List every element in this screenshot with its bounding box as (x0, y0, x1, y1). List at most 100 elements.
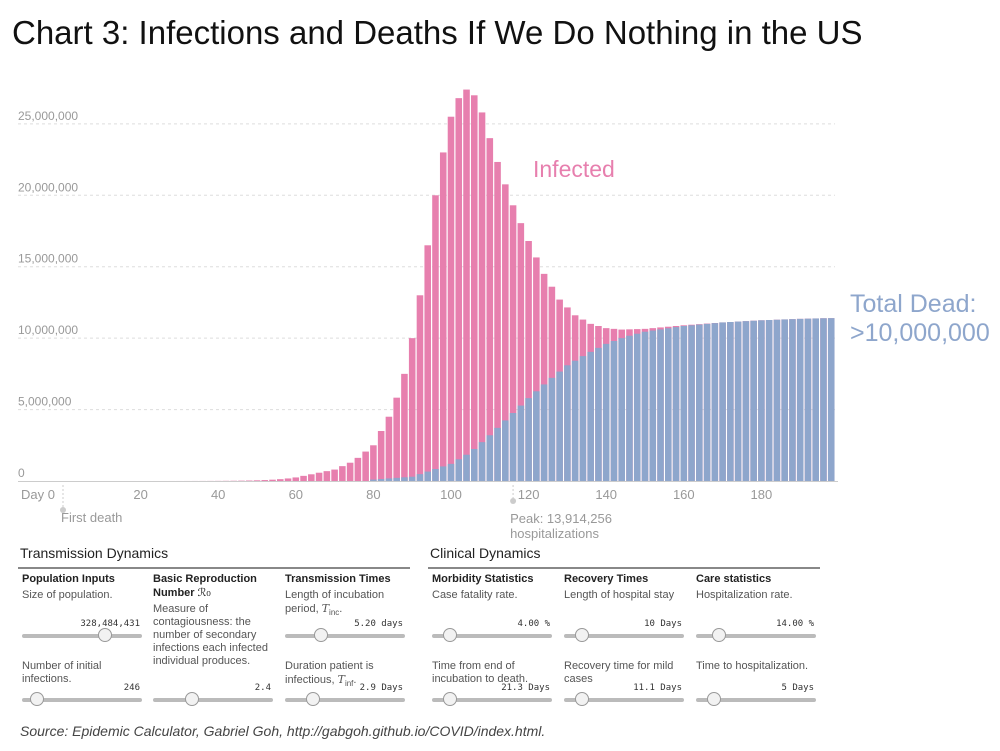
dead-bar (641, 331, 649, 481)
dead-bar (463, 454, 470, 481)
slider-knob[interactable] (30, 692, 45, 706)
slider-knob[interactable] (706, 692, 721, 706)
slider-knob[interactable] (711, 628, 726, 642)
morbidity-column: Morbidity Statistics Case fatality rate. (432, 572, 556, 602)
mild-recovery-desc: Recovery time for mild cases (564, 660, 674, 685)
dead-bar (750, 320, 757, 481)
dead-bar (494, 427, 501, 481)
recovery-column: Recovery Times Length of hospital stay (564, 572, 688, 602)
dead-bar (471, 449, 478, 481)
dead-bar (447, 463, 455, 481)
slider-track (696, 698, 816, 702)
x-tick-label: 120 (518, 487, 540, 502)
time-to-hosp-column: Time to hospitalization. (696, 657, 818, 673)
dead-bar (439, 466, 447, 481)
y-tick-label: 0 (18, 466, 25, 480)
slider-knob[interactable] (442, 628, 457, 642)
slider-track (153, 698, 273, 702)
x-tick-label: 180 (751, 487, 773, 502)
infected-bar (447, 116, 455, 481)
time-to-hosp-value: 5 Days (781, 683, 814, 693)
dead-bar (416, 474, 424, 481)
dead-bar (773, 319, 781, 481)
dead-bar (478, 442, 486, 481)
mild-recovery-slider[interactable]: 11.1 Days (564, 683, 684, 708)
initial-infections-value: 246 (123, 683, 140, 693)
slider-track (432, 634, 552, 638)
dead-bar (804, 318, 812, 481)
infected-bar (494, 161, 501, 481)
incubation-desc: Length of incubation period, Tinc. (285, 589, 385, 618)
dead-bar (401, 477, 408, 481)
time-to-hosp-slider[interactable]: 5 Days (696, 683, 816, 708)
reproduction-number-heading: Basic Reproduction Number ℛ₀ (153, 572, 277, 600)
infected-bar (362, 451, 369, 481)
death-time-desc: Time from end of incubation to death. (432, 660, 529, 685)
slider-knob[interactable] (442, 692, 457, 706)
incubation-slider[interactable]: 5.20 days (285, 619, 405, 644)
chart-title: Chart 3: Infections and Deaths If We Do … (12, 14, 863, 51)
infected-bar (517, 223, 525, 481)
population-slider[interactable]: 328,484,431 (22, 619, 142, 644)
slider-track (22, 634, 142, 638)
infected-bar (377, 431, 385, 481)
time-to-hosp-desc: Time to hospitalization. (696, 660, 809, 672)
r0-value: 2.4 (254, 683, 271, 693)
dead-bar (665, 328, 672, 481)
x-tick-label: 60 (289, 487, 303, 502)
r0-slider[interactable]: 2.4 (153, 683, 273, 708)
clinical-dynamics-title: Clinical Dynamics (430, 545, 541, 561)
slider-knob[interactable] (574, 692, 589, 706)
dead-bar (408, 476, 416, 481)
dead-bar (680, 326, 688, 481)
infected-bar (269, 479, 276, 481)
death-time-slider[interactable]: 21.3 Days (432, 683, 552, 708)
infected-bar (478, 112, 486, 481)
hospital-stay-slider[interactable]: 10 Days (564, 619, 684, 644)
slider-knob[interactable] (306, 692, 321, 706)
care-column: Care statistics Hospitalization rate. (696, 572, 820, 602)
infected-bar (284, 478, 292, 481)
initial-infections-slider[interactable]: 246 (22, 683, 142, 708)
slider-knob[interactable] (313, 628, 328, 642)
infectious-subscript: inf (344, 679, 354, 689)
x-tick-label: 100 (440, 487, 462, 502)
infected-bar (424, 245, 431, 481)
dead-bar (696, 324, 703, 481)
mild-recovery-column: Recovery time for mild cases (564, 657, 686, 686)
infected-bar (540, 273, 548, 481)
y-tick-label: 10,000,000 (18, 323, 78, 337)
dead-bar (626, 335, 633, 481)
dead-series-label: Total Dead: (850, 290, 976, 318)
dead-bar (486, 435, 494, 481)
slider-knob[interactable] (574, 628, 589, 642)
infected-bar (509, 205, 517, 482)
cfr-slider[interactable]: 4.00 % (432, 619, 552, 644)
dead-bar (703, 323, 711, 481)
infectious-slider[interactable]: 2.9 Days (285, 683, 405, 708)
infected-bar (439, 152, 447, 481)
hosp-rate-slider[interactable]: 14.00 % (696, 619, 816, 644)
infected-bar (525, 241, 532, 481)
initial-infections-desc: Number of initial infections. (22, 660, 102, 685)
peak-sublabel: hospitalizations (510, 526, 599, 541)
dead-bar (657, 329, 664, 481)
cfr-value: 4.00 % (517, 619, 550, 629)
slider-knob[interactable] (98, 628, 113, 642)
dead-bar (556, 371, 563, 481)
hosp-rate-value: 14.00 % (776, 619, 814, 629)
infected-bar (455, 98, 463, 482)
slider-track (696, 634, 816, 638)
slider-knob[interactable] (184, 692, 199, 706)
infected-bar (261, 480, 269, 481)
infected-bar (486, 138, 494, 481)
infected-bar (323, 471, 331, 481)
dead-bar (812, 318, 819, 481)
infectious-desc-text: Duration patient is infectious, (285, 660, 374, 686)
infectious-value: 2.9 Days (359, 683, 403, 693)
peak-label: Peak: 13,914,256 (510, 511, 612, 526)
dead-bar (377, 479, 385, 481)
recovery-heading: Recovery Times (564, 573, 649, 585)
dead-bar (602, 343, 610, 481)
transmission-dynamics-header: Transmission Dynamics (18, 543, 410, 569)
